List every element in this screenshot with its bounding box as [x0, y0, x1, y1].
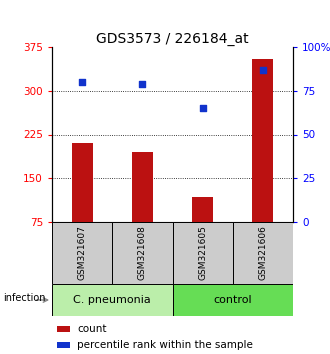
- Bar: [132, 152, 153, 222]
- Bar: [57, 326, 70, 332]
- Text: infection: infection: [3, 293, 46, 303]
- Bar: [52, 222, 112, 284]
- Text: GSM321608: GSM321608: [138, 225, 147, 280]
- Bar: [173, 284, 293, 316]
- Point: [80, 79, 85, 85]
- Text: count: count: [77, 324, 107, 334]
- Bar: [52, 284, 173, 316]
- Bar: [192, 197, 213, 222]
- Text: GSM321605: GSM321605: [198, 225, 207, 280]
- Bar: [233, 222, 293, 284]
- Bar: [173, 222, 233, 284]
- Bar: [252, 59, 274, 222]
- Bar: [57, 342, 70, 348]
- Bar: [112, 222, 173, 284]
- Text: control: control: [214, 295, 252, 305]
- Bar: [72, 143, 93, 222]
- Text: percentile rank within the sample: percentile rank within the sample: [77, 340, 253, 350]
- Title: GDS3573 / 226184_at: GDS3573 / 226184_at: [96, 32, 249, 46]
- Point: [140, 81, 145, 87]
- Text: GSM321607: GSM321607: [78, 225, 86, 280]
- Text: C. pneumonia: C. pneumonia: [73, 295, 151, 305]
- Text: GSM321606: GSM321606: [258, 225, 267, 280]
- Point: [200, 105, 205, 111]
- Point: [260, 67, 266, 73]
